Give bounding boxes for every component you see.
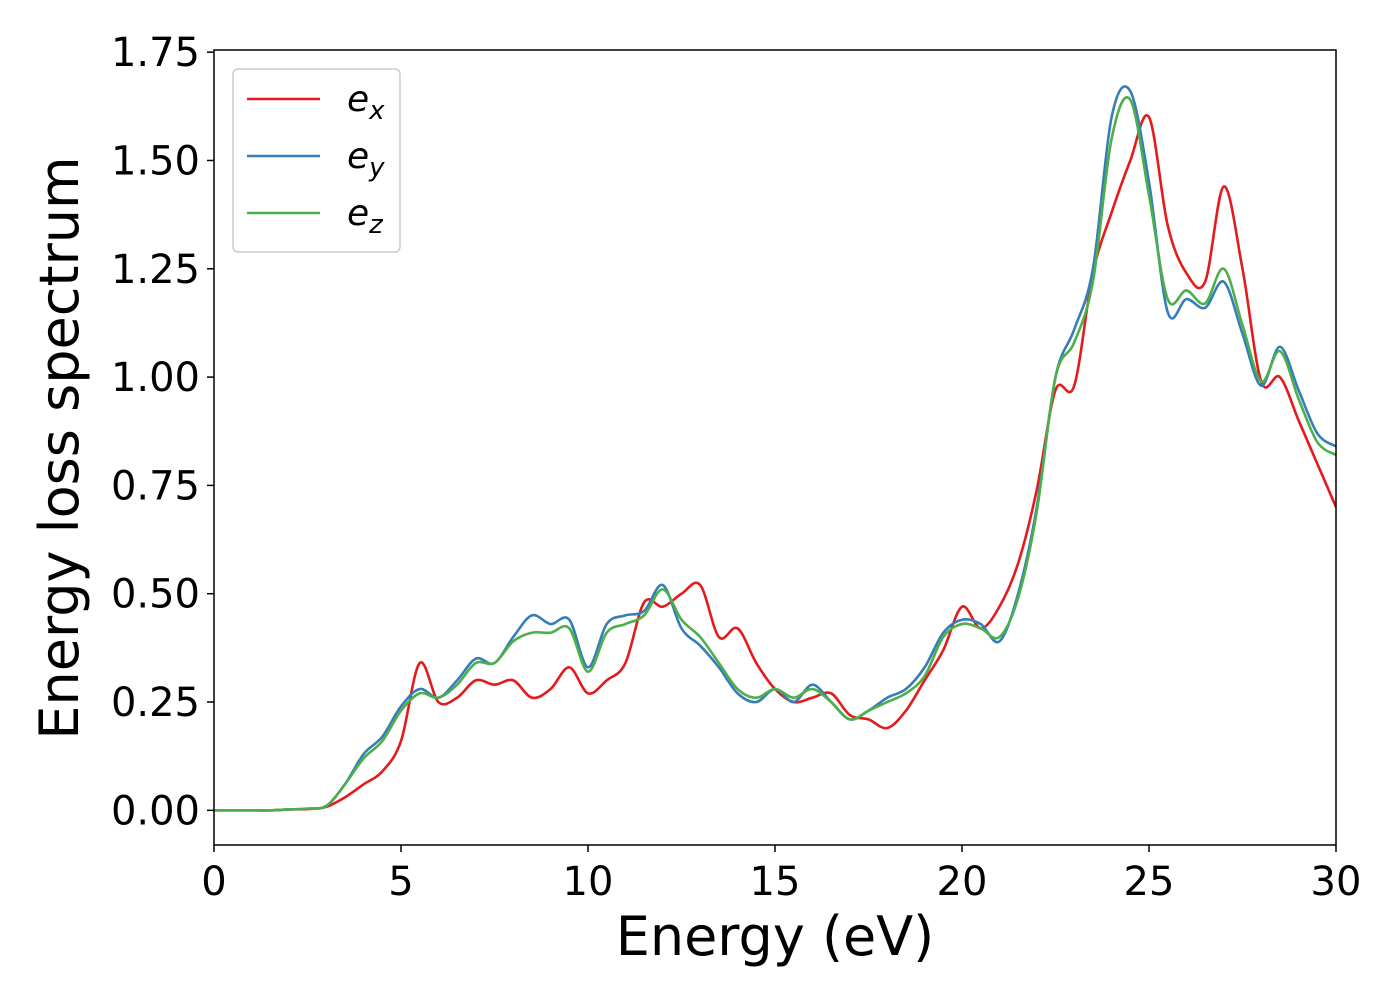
- x-axis-label: Energy (eV): [616, 905, 935, 968]
- legend-label-subscript: x: [368, 96, 385, 126]
- legend-label: ex: [347, 79, 385, 126]
- y-tick-label: 0.75: [111, 463, 200, 509]
- x-tick-label: 5: [388, 859, 413, 905]
- y-tick-label: 1.75: [111, 30, 200, 76]
- x-tick-label: 10: [563, 859, 614, 905]
- y-tick-label: 1.00: [111, 355, 200, 401]
- legend-label: ey: [347, 136, 385, 183]
- x-tick-label: 15: [750, 859, 801, 905]
- series-line: [214, 85, 1336, 812]
- x-tick-label: 30: [1311, 859, 1362, 905]
- y-axis-label: Energy loss spectrum: [28, 156, 91, 739]
- legend-label: ez: [347, 193, 384, 240]
- legend-label-subscript: z: [368, 210, 384, 240]
- legend-frame: [232, 68, 401, 253]
- plot-frame: [213, 49, 1337, 846]
- legend-label-subscript: y: [368, 153, 385, 183]
- y-tick-label: 0.25: [111, 680, 200, 726]
- y-tick-label: 0.00: [111, 788, 200, 834]
- legend-label-base: e: [347, 79, 369, 120]
- y-tick-label: 0.50: [111, 572, 200, 618]
- x-tick-label: 0: [201, 859, 226, 905]
- x-tick-label: 25: [1124, 859, 1175, 905]
- y-tick-label: 1.50: [111, 138, 200, 184]
- legend-label-base: e: [347, 193, 369, 234]
- x-tick-label: 20: [937, 859, 988, 905]
- y-tick-label: 1.25: [111, 247, 200, 293]
- series-line: [214, 96, 1336, 812]
- legend-label-base: e: [347, 136, 369, 177]
